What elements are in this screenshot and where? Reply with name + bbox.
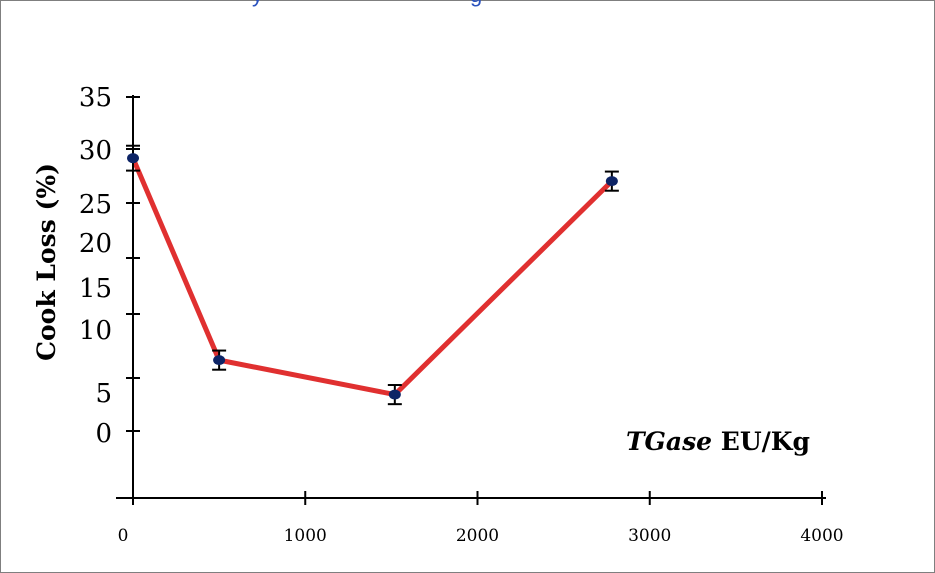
data-point [213,355,226,366]
y-tick-label: 25 [79,190,112,220]
y-tick-label: 0 [95,419,112,449]
y-tick-label: 20 [79,229,112,259]
title-fragment-2: g [470,0,482,7]
x-axis-label-italic: TGase [626,427,712,456]
x-tick-label: 3000 [628,526,671,546]
y-tick-label: 35 [79,83,112,113]
data-point [127,153,139,164]
data-point [388,389,401,400]
x-ticks: 0 1000 2000 3000 4000 [118,491,844,546]
y-axis-label: Cook Loss (%) [32,163,61,361]
data-point [605,176,618,187]
x-axis-label-rest: EU/Kg [712,427,810,456]
y-ticks: 0 5 10 15 20 25 30 35 [79,83,140,449]
y-tick-label: 10 [79,316,112,346]
y-tick-label: 5 [95,379,112,409]
series-line [130,157,614,398]
series-layer [126,144,619,406]
x-tick-label: 4000 [800,526,843,546]
y-tick-label: 30 [79,136,112,166]
x-tick-label: 1000 [284,526,327,546]
title-fragment-1: y [252,0,263,7]
x-axis-label: TGase EU/Kg [626,427,810,456]
y-tick-label: 15 [79,274,112,304]
x-tick-label: 2000 [456,526,499,546]
x-tick-label: 0 [118,526,129,546]
